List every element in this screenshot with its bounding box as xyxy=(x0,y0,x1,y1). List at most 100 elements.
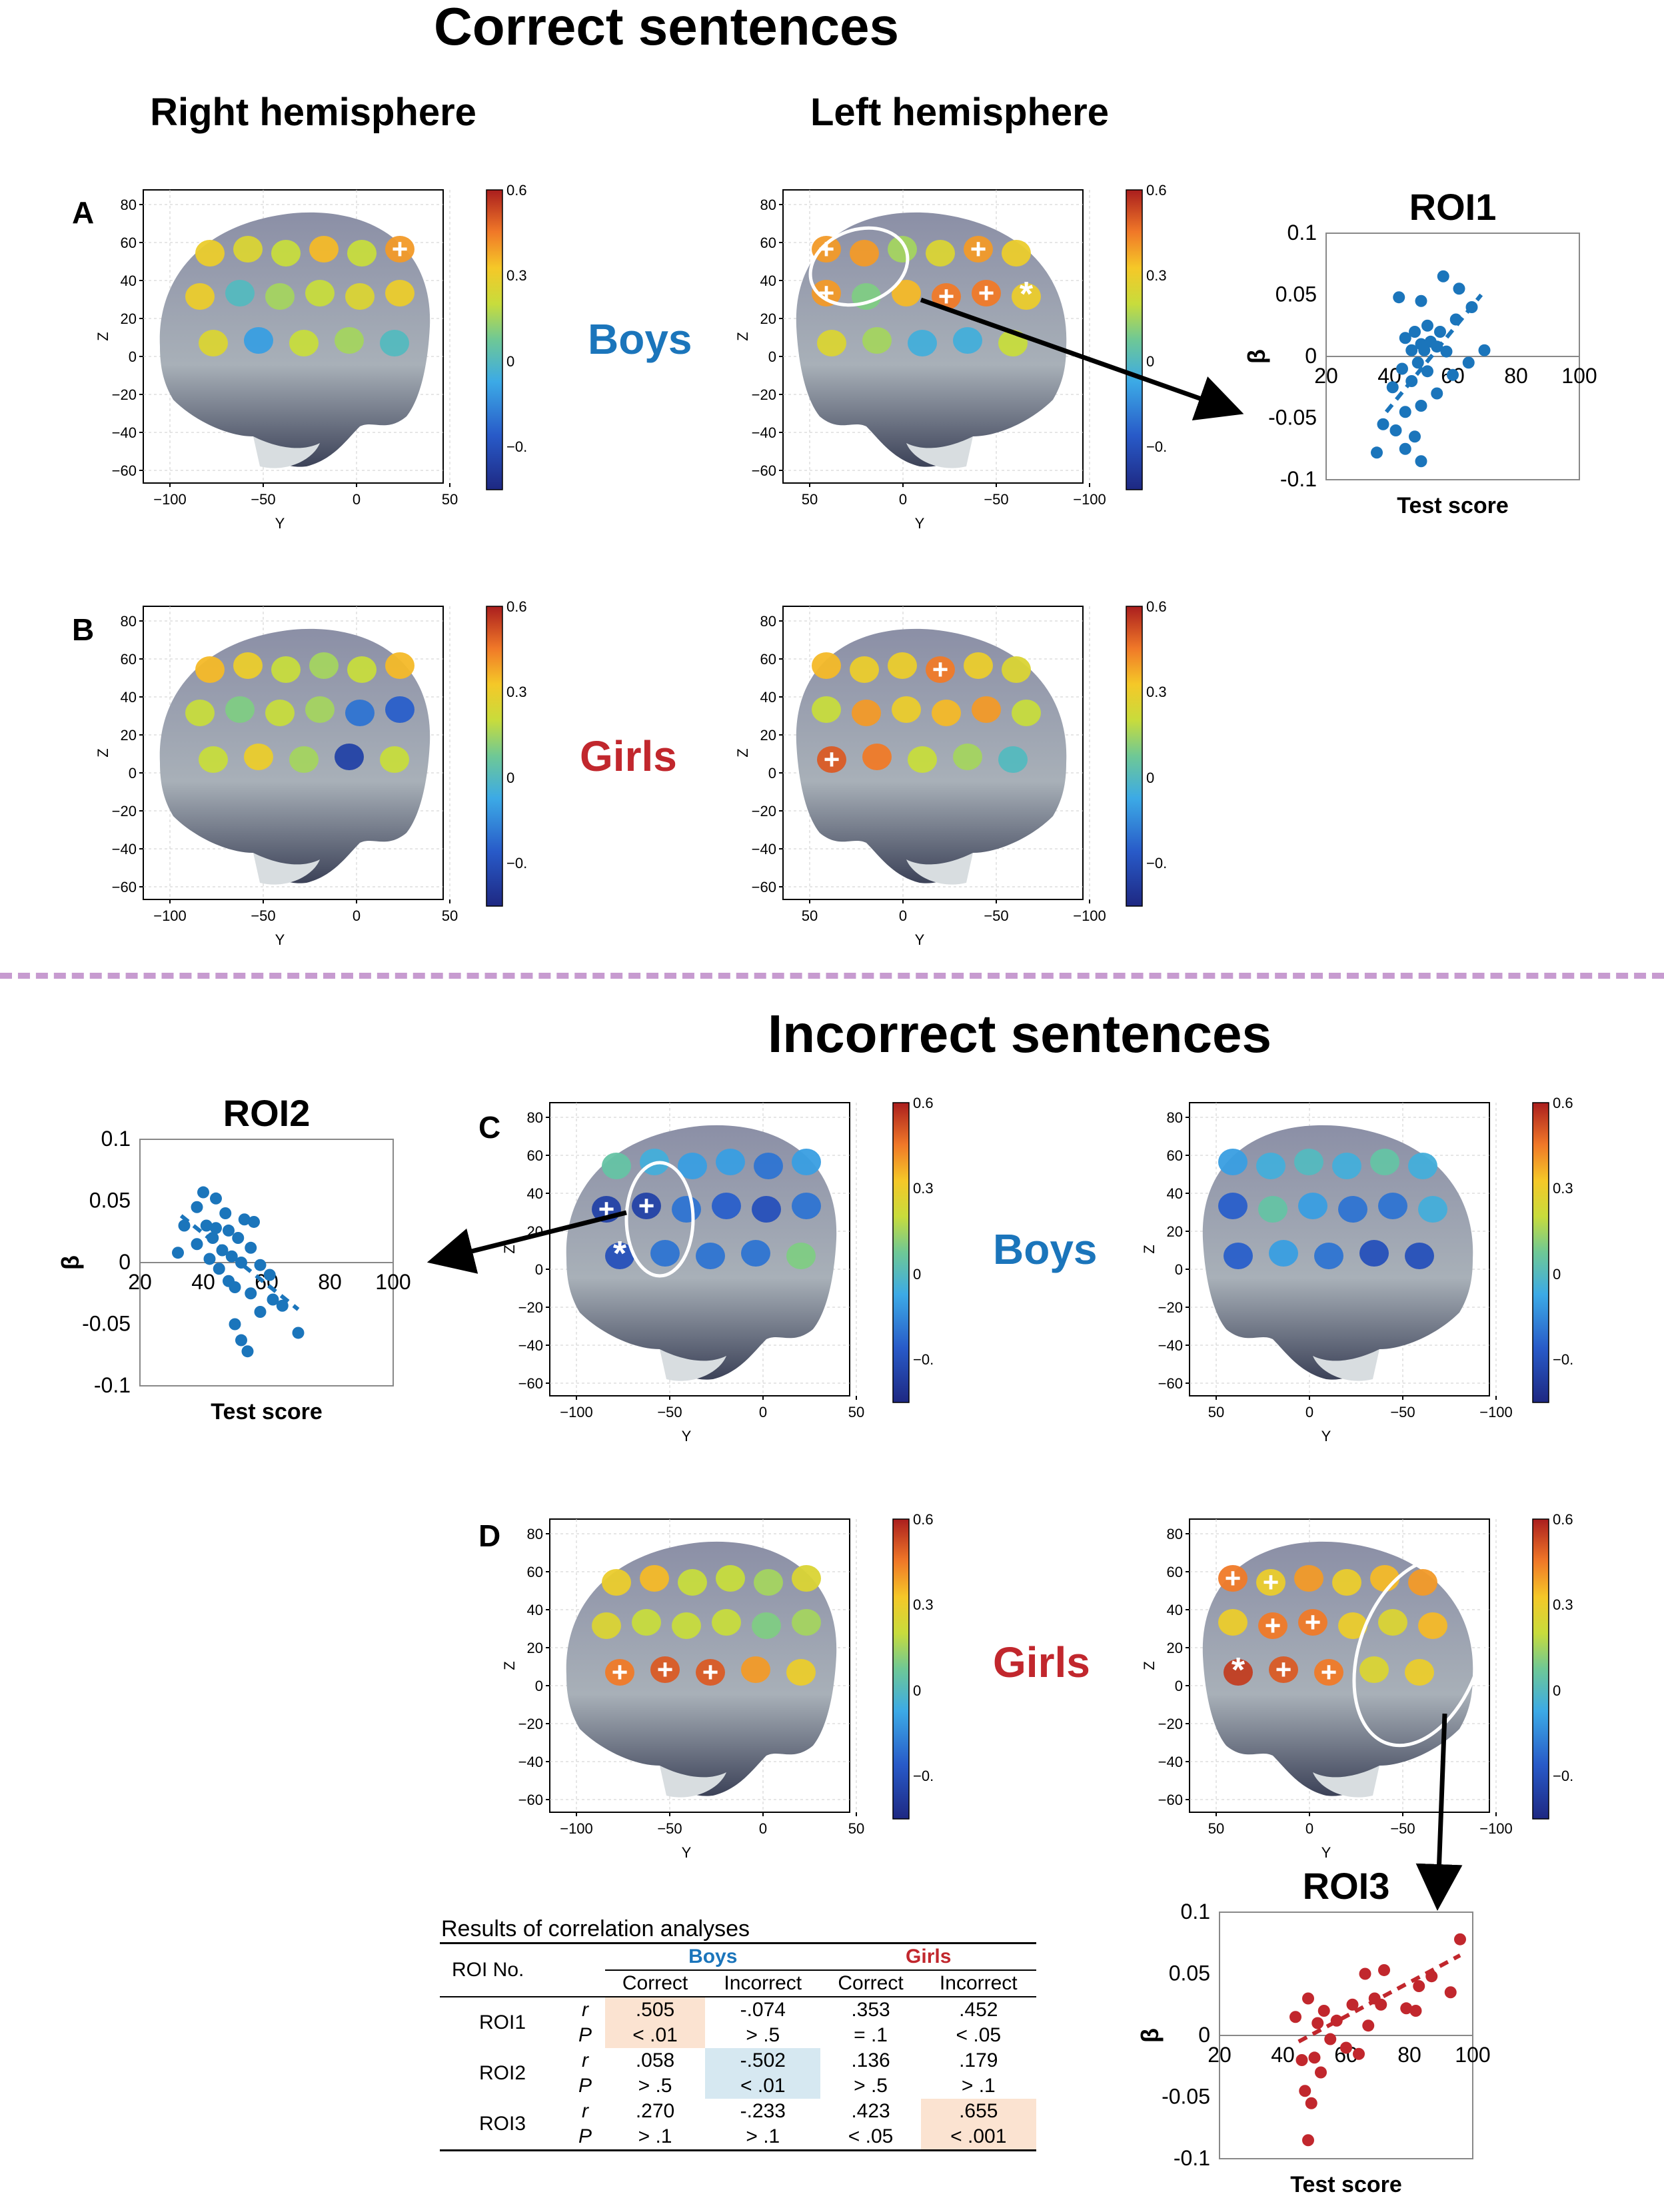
y-tick-label: −50 xyxy=(657,1820,682,1837)
plus-marker: + xyxy=(1321,1656,1337,1688)
data-point xyxy=(223,1224,235,1237)
y-tick-label: 50 xyxy=(442,907,458,924)
colorbar-tick-label: 0 xyxy=(1146,353,1154,370)
roi-header: ROI No. xyxy=(452,1959,524,1981)
stat-label: r xyxy=(582,2100,588,2122)
z-axis-label: Z xyxy=(95,748,111,757)
roi-disc xyxy=(1218,1149,1248,1175)
table-cell: < .05 xyxy=(956,2024,1002,2046)
y-tick-label: 0.05 xyxy=(1275,282,1317,306)
stat-label: P xyxy=(578,2075,592,2097)
y-tick-label: -0.1 xyxy=(1280,467,1317,491)
y-axis-label: Y xyxy=(915,931,925,948)
z-tick-label: −40 xyxy=(518,1337,543,1354)
z-tick-label: −60 xyxy=(518,1375,543,1392)
roi-disc xyxy=(712,1609,741,1636)
y-tick-label: −50 xyxy=(251,491,275,508)
roi-disc xyxy=(862,327,892,354)
data-point xyxy=(1415,400,1427,412)
brain-b-left: + +80 60 40 20 0 −20 −40 −60 Z 50 0 −50 −100 Y 0.6 0.3 0 −… xyxy=(734,598,1166,948)
table-cell: = .1 xyxy=(854,2024,888,2046)
data-point xyxy=(1386,381,1399,394)
data-point xyxy=(213,1263,225,1275)
z-tick-label: −60 xyxy=(1158,1792,1183,1808)
roi-disc xyxy=(1405,1243,1434,1269)
table-cell: > .5 xyxy=(854,2075,888,2097)
colorbar-tick-label: 0.6 xyxy=(1146,182,1166,199)
roi-label: ROI2 xyxy=(478,2062,526,2084)
colorbar-tick-label: 0.3 xyxy=(913,1180,933,1197)
z-tick-label: −40 xyxy=(1158,1754,1183,1770)
roi-disc xyxy=(385,652,415,679)
table-cell: < .01 xyxy=(705,2073,821,2099)
roi-disc xyxy=(792,1565,821,1592)
colorbar xyxy=(1126,606,1143,907)
panel-letter-b: B xyxy=(72,612,95,647)
data-point xyxy=(1415,455,1427,468)
data-point xyxy=(254,1306,267,1318)
data-point xyxy=(229,1281,241,1293)
data-point xyxy=(232,1232,245,1244)
correct-sentences-title: Correct sentences xyxy=(433,0,900,56)
roi-disc xyxy=(309,652,339,679)
z-tick-label: −60 xyxy=(112,879,137,895)
z-tick-label: 0 xyxy=(1175,1261,1183,1278)
cerebellum-shape xyxy=(253,853,320,885)
z-tick-label: 80 xyxy=(1167,1526,1183,1542)
z-tick-label: 80 xyxy=(121,197,137,213)
chart-title: ROI1 xyxy=(1409,187,1497,228)
roi-disc xyxy=(650,1656,680,1683)
colorbar-tick-label: 0 xyxy=(913,1682,921,1699)
cerebellum-shape xyxy=(1313,1349,1379,1381)
colorbar-tick-label: 0.3 xyxy=(913,1596,933,1613)
cerebellum-shape xyxy=(906,436,973,468)
chart-title: ROI2 xyxy=(223,1093,311,1134)
data-point xyxy=(1359,1967,1371,1980)
table-cell: -.074 xyxy=(740,1999,786,2021)
table-cell: .179 xyxy=(959,2049,998,2071)
table-cell: > .5 xyxy=(746,2024,780,2046)
y-tick-label: 50 xyxy=(1208,1404,1224,1420)
colorbar-tick-label: 0.6 xyxy=(1146,598,1166,615)
group-header-boys: Boys xyxy=(605,1943,821,1971)
y-tick-label: 0.1 xyxy=(1287,221,1317,245)
y-tick-label: −100 xyxy=(153,491,187,508)
roi-disc xyxy=(741,1240,770,1267)
cerebellum-shape xyxy=(660,1349,726,1381)
data-point xyxy=(1371,446,1383,459)
x-tick-label: 100 xyxy=(1561,364,1597,388)
arrow-to-roi2 xyxy=(426,1210,627,1274)
data-point xyxy=(1447,368,1459,381)
data-point xyxy=(267,1293,279,1306)
roi-disc xyxy=(199,330,228,356)
z-tick-label: 0 xyxy=(1175,1678,1183,1694)
data-point xyxy=(210,1222,222,1235)
cerebellum-shape xyxy=(906,853,973,885)
roi-disc xyxy=(1218,1565,1248,1592)
roi-disc xyxy=(602,1569,631,1596)
colorbar-tick-label: −0.3 xyxy=(913,1768,933,1784)
plus-marker: + xyxy=(392,233,409,265)
z-tick-label: −20 xyxy=(752,386,776,403)
plus-marker: + xyxy=(824,744,840,775)
z-tick-label: 80 xyxy=(760,197,776,213)
roi-disc xyxy=(972,696,1001,723)
plus-marker: + xyxy=(932,654,949,685)
data-point xyxy=(1295,2054,1308,2066)
colorbar-tick-label: 0.6 xyxy=(1553,1511,1573,1528)
roi-disc xyxy=(305,280,335,306)
y-tick-label: 0 xyxy=(899,491,907,508)
data-point xyxy=(203,1253,216,1265)
z-tick-label: 60 xyxy=(527,1564,543,1580)
z-tick-label: 60 xyxy=(760,235,776,251)
colorbar xyxy=(892,1102,910,1403)
roi-disc xyxy=(932,700,961,726)
z-tick-label: 20 xyxy=(121,310,137,327)
roi-disc xyxy=(998,746,1028,773)
roi-disc xyxy=(225,280,255,306)
stat-label: r xyxy=(582,2049,588,2071)
roi-disc xyxy=(233,652,263,679)
roi-disc xyxy=(335,744,364,770)
